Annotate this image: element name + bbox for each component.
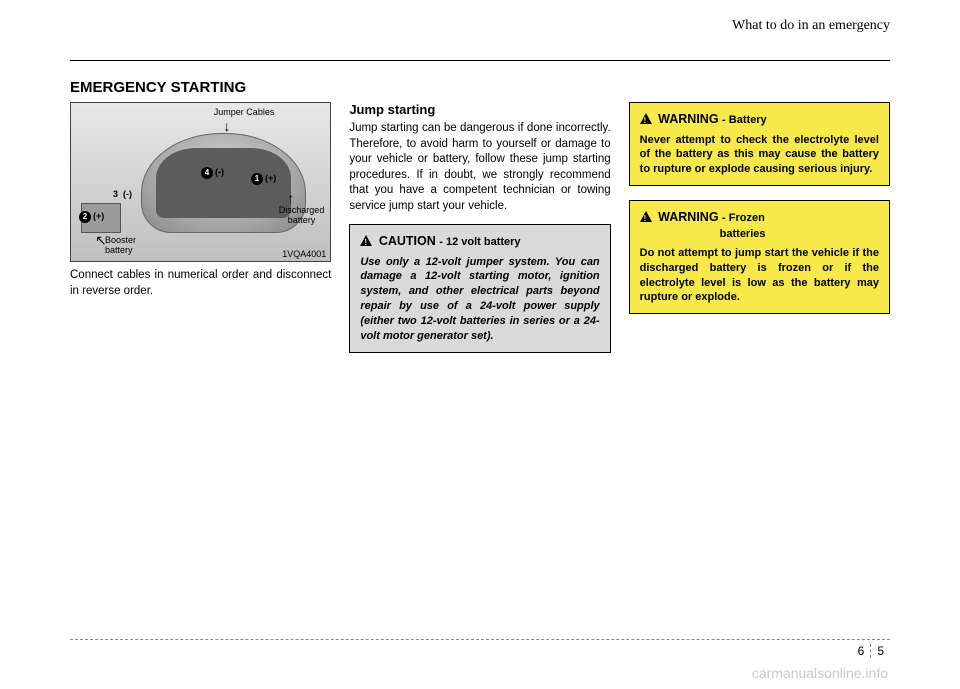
column-2: Jump starting Jump starting can be dange… <box>349 102 610 353</box>
figure-code: 1VQA4001 <box>282 249 326 259</box>
figure-caption: Connect cables in numerical order and di… <box>70 268 331 299</box>
caution-title: CAUTION <box>379 234 436 248</box>
caution-box: CAUTION - 12 volt battery Use only a 12-… <box>349 224 610 353</box>
footer: 6 5 <box>70 639 890 659</box>
watermark: carmanualsonline.info <box>752 665 888 681</box>
warning2-body: Do not attempt to jump start the vehicle… <box>640 246 879 305</box>
column-3: WARNING - Battery Never attempt to check… <box>629 102 890 353</box>
warning-icon <box>640 211 652 222</box>
header-rule <box>70 60 890 61</box>
fig-point-4: 4 <box>201 167 213 179</box>
page-in-chapter: 5 <box>870 644 890 658</box>
warning1-body: Never attempt to check the electrolyte l… <box>640 133 879 178</box>
fig-label-jumper: Jumper Cables <box>214 107 275 117</box>
warning2-subtitle-cont: batteries <box>720 227 879 242</box>
warning1-subtitle: - Battery <box>722 114 767 126</box>
chapter-number: 6 <box>852 644 871 658</box>
warning-box-battery: WARNING - Battery Never attempt to check… <box>629 102 890 186</box>
content-columns: Jumper Cables ↓ Booster battery ↖ Discha… <box>70 102 890 353</box>
page-number: 6 5 <box>852 644 890 658</box>
fig-point-1: 1 <box>251 173 263 185</box>
warning2-title: WARNING <box>658 210 718 224</box>
jumper-cable-figure: Jumper Cables ↓ Booster battery ↖ Discha… <box>70 102 331 262</box>
jump-starting-body: Jump starting can be dangerous if done i… <box>349 121 610 214</box>
warning-box-frozen: WARNING - Frozen batteries Do not attemp… <box>629 200 890 314</box>
section-title: EMERGENCY STARTING <box>70 79 890 96</box>
caution-icon <box>360 235 372 246</box>
fig-label-booster: Booster battery <box>105 235 136 255</box>
fig-point-2: 2 <box>79 211 91 223</box>
caution-subtitle: - 12 volt battery <box>439 236 520 248</box>
column-1: Jumper Cables ↓ Booster battery ↖ Discha… <box>70 102 331 353</box>
jump-starting-heading: Jump starting <box>349 102 610 117</box>
warning2-subtitle: - Frozen <box>722 212 765 224</box>
caution-body: Use only a 12-volt jumper system. You ca… <box>360 255 599 344</box>
warning1-title: WARNING <box>658 112 718 126</box>
chapter-title: What to do in an emergency <box>70 18 890 38</box>
warning-icon <box>640 113 652 124</box>
fig-label-discharged: Discharged battery <box>279 205 325 225</box>
